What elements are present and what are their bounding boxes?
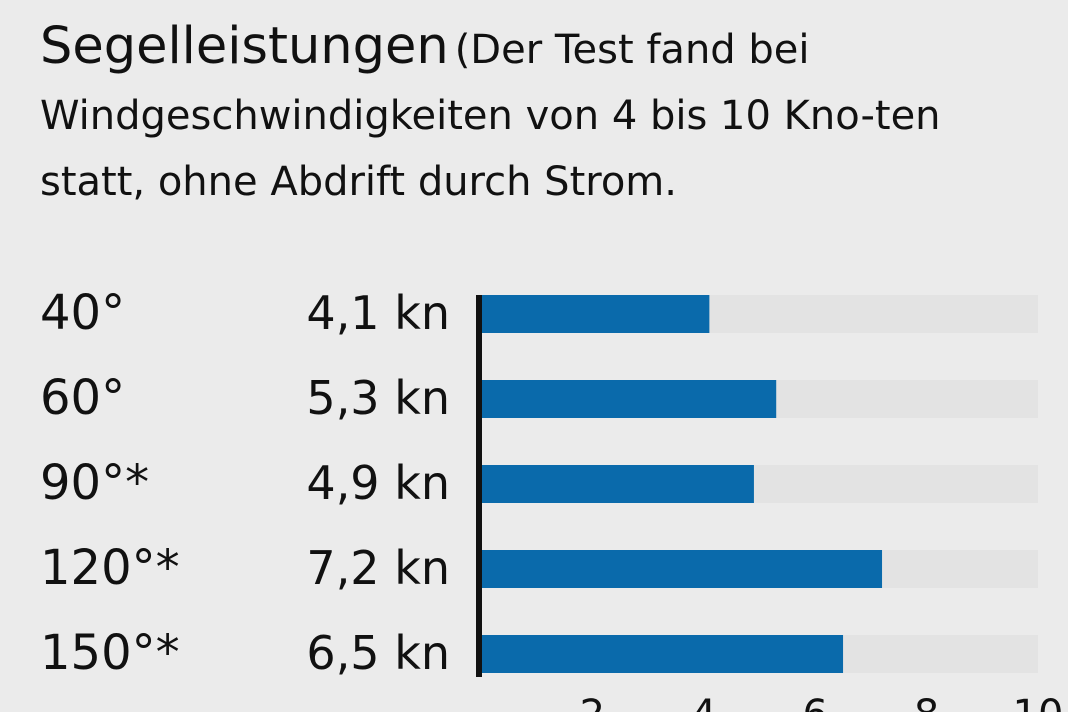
bar: [481, 550, 883, 588]
category-label: 120°*: [40, 540, 180, 596]
chart-subtitle: (Der Test fand bei Windgeschwindigkeiten…: [40, 27, 941, 205]
x-tick-label: 4: [691, 692, 716, 712]
value-label: 4,1 kn: [306, 286, 450, 340]
category-label: 40°: [40, 285, 125, 341]
x-tick-label: 6: [802, 692, 827, 712]
value-label: 6,5 kn: [306, 626, 450, 680]
x-tick-label: 10: [1013, 692, 1064, 712]
bar: [481, 380, 777, 418]
x-tick-label: 2: [580, 692, 605, 712]
category-label: 150°*: [40, 625, 180, 681]
value-label: 4,9 kn: [306, 456, 450, 510]
category-label: 90°*: [40, 455, 149, 511]
value-label: 5,3 kn: [306, 371, 450, 425]
chart-intro: Segelleistungen (Der Test fand bei Windge…: [40, 14, 1040, 215]
value-label: 7,2 kn: [306, 541, 450, 595]
y-axis-line: [476, 295, 482, 677]
bar: [481, 295, 710, 333]
chart-title: Segelleistungen: [40, 17, 449, 76]
bar: [481, 635, 844, 673]
category-label: 60°: [40, 370, 125, 426]
bar: [481, 465, 754, 503]
x-tick-label: 8: [914, 692, 939, 712]
